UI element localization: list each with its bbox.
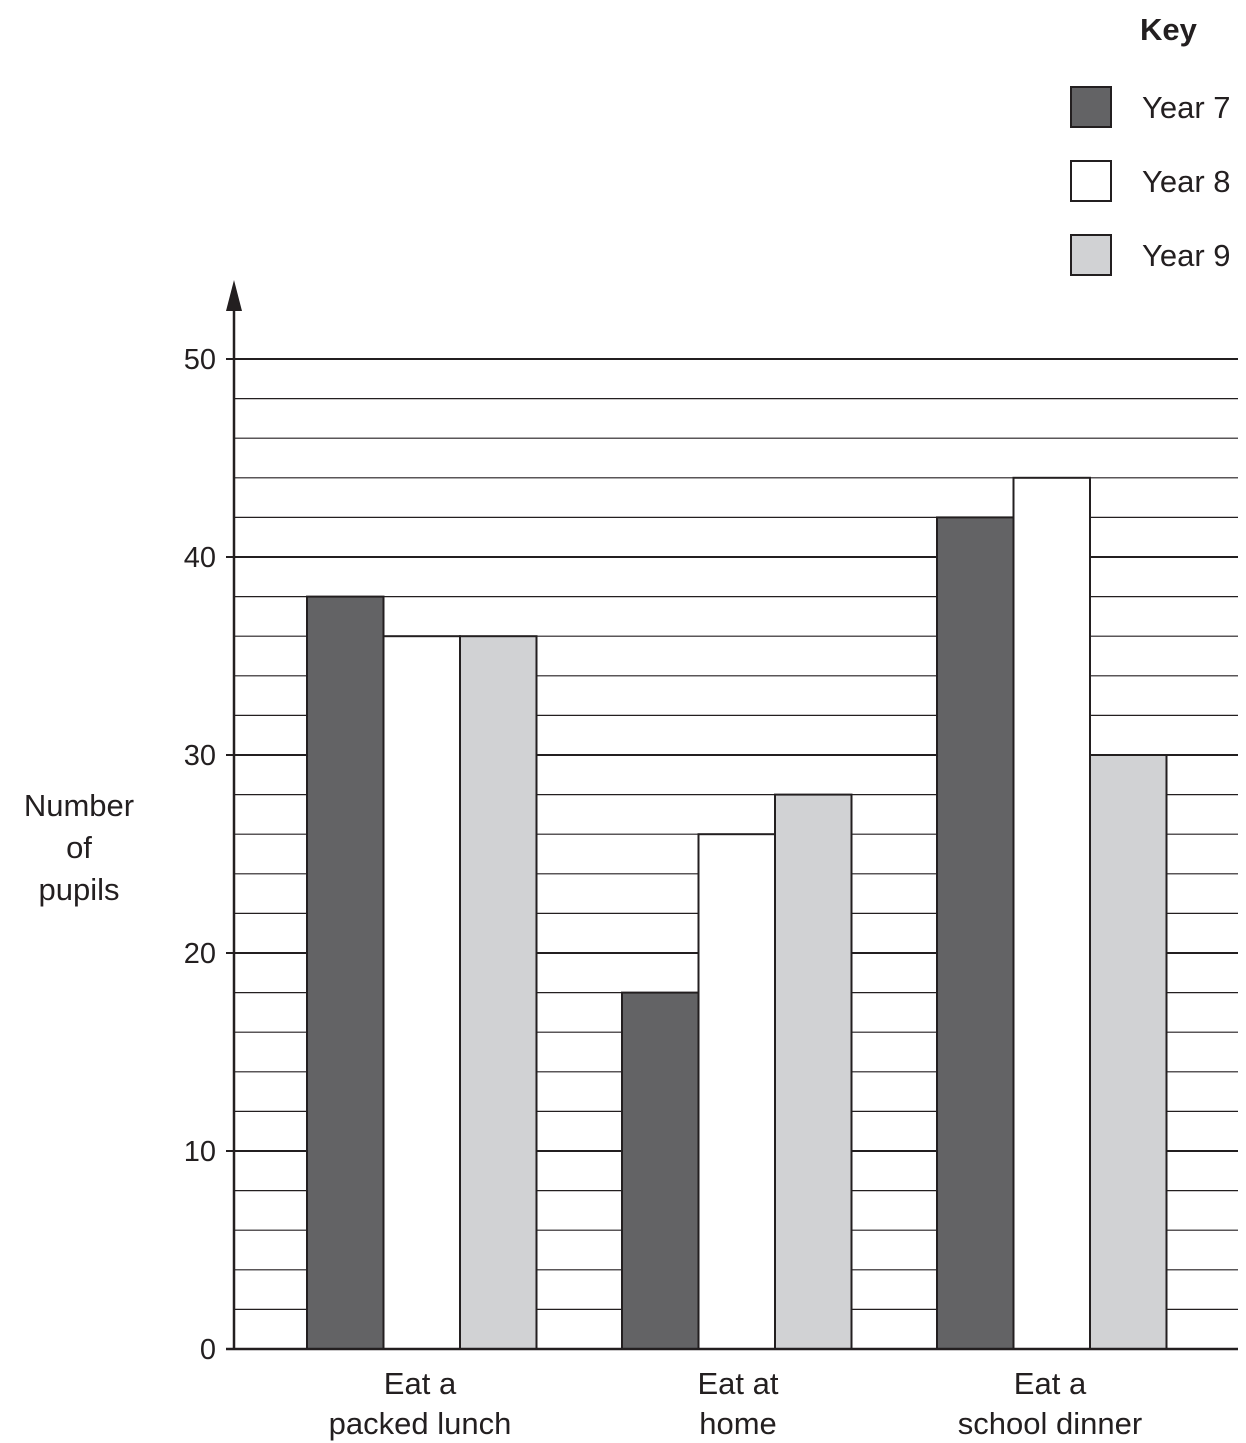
- bar-year-8-cat-3: [1012, 476, 1091, 1350]
- bar-year-9-cat-2: [774, 793, 853, 1350]
- legend-swatch-year-9: [1070, 234, 1112, 276]
- bar-year-7-cat-1: [306, 595, 385, 1350]
- y-tick-label: 20: [184, 938, 216, 970]
- legend-title: Key: [1140, 12, 1198, 47]
- legend-swatch-year-8: [1070, 160, 1112, 202]
- bar-year-9-cat-1: [459, 635, 538, 1350]
- x-category-labels: Eat a packed lunch Eat at home Eat a school d…: [329, 1366, 1143, 1441]
- y-tick-label: 0: [200, 1334, 216, 1366]
- bars: [306, 476, 1168, 1350]
- x-category-label: Eat at home: [698, 1366, 779, 1441]
- bar-year-9-cat-3: [1089, 754, 1168, 1350]
- y-tick-labels: 0 10 20 30 40 50: [184, 344, 216, 1366]
- bar-year-7-cat-3: [936, 516, 1015, 1350]
- legend-label: Year 9: [1142, 238, 1231, 273]
- y-tick-label: 10: [184, 1136, 216, 1168]
- legend: Key Year 7 Year 8 Year 9: [1070, 12, 1231, 276]
- y-axis-arrow-icon: [226, 280, 242, 311]
- bar-year-7-cat-2: [621, 991, 700, 1350]
- x-category-label: Eat a school dinner: [958, 1366, 1142, 1441]
- legend-label: Year 8: [1142, 164, 1231, 199]
- y-axis-label: Number of pupils: [24, 788, 134, 907]
- bar-year-8-cat-1: [382, 635, 461, 1350]
- y-tick-label: 30: [184, 740, 216, 772]
- y-tick-label: 50: [184, 344, 216, 376]
- bar-year-8-cat-2: [697, 833, 776, 1350]
- y-tick-label: 40: [184, 542, 216, 574]
- legend-swatch-year-7: [1070, 86, 1112, 128]
- axes: [226, 280, 1238, 1351]
- x-category-label: Eat a packed lunch: [329, 1366, 512, 1441]
- legend-label: Year 7: [1142, 90, 1231, 125]
